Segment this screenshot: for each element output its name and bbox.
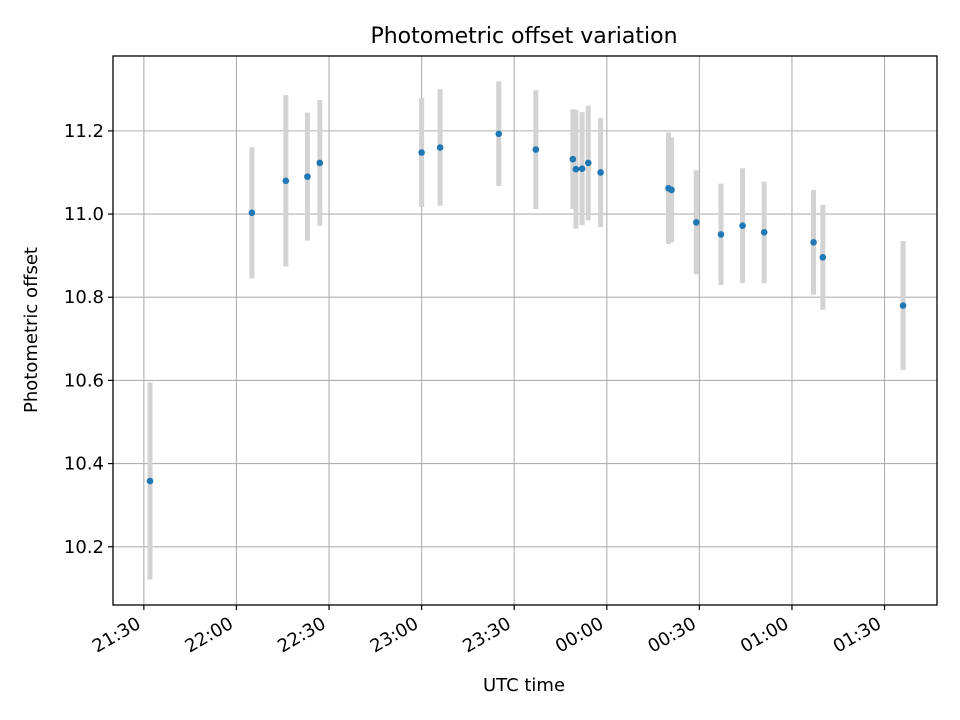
data-point xyxy=(819,253,827,261)
chart-title: Photometric offset variation xyxy=(370,24,677,49)
data-point xyxy=(495,130,503,138)
data-point xyxy=(597,169,604,176)
data-points xyxy=(146,130,907,485)
x-tick-label: 22:30 xyxy=(274,613,329,657)
data-point xyxy=(248,209,256,217)
x-axis-label: UTC time xyxy=(483,675,565,696)
y-axis-label: Photometric offset xyxy=(21,247,42,413)
data-point xyxy=(436,144,444,151)
x-axis-ticks: 21:30 22:00 22:30 23:00 23:30 00:00 00:30 01:00… xyxy=(89,605,886,657)
data-point xyxy=(282,177,290,185)
x-tick-label: 01:00 xyxy=(737,613,792,657)
x-tick-label: 21:30 xyxy=(89,613,144,657)
data-point xyxy=(532,146,540,153)
y-tick-label: 10.4 xyxy=(64,454,104,475)
data-point xyxy=(569,155,577,163)
y-axis-ticks: 10.2 10.4 10.6 10.8 11.0 11.2 xyxy=(64,121,113,558)
data-point xyxy=(584,159,592,167)
y-tick-label: 10.8 xyxy=(64,287,104,308)
x-tick-label: 01:30 xyxy=(830,613,885,657)
data-point xyxy=(304,173,311,180)
data-point xyxy=(418,149,425,156)
grid xyxy=(113,56,937,605)
data-point xyxy=(692,219,700,226)
data-point xyxy=(760,229,768,236)
x-tick-label: 22:00 xyxy=(182,613,237,657)
data-point xyxy=(578,165,586,173)
x-tick-label: 23:00 xyxy=(367,613,422,657)
x-tick-label: 23:30 xyxy=(459,613,514,657)
x-tick-label: 00:00 xyxy=(552,613,607,657)
data-point xyxy=(316,159,324,167)
data-point xyxy=(146,477,154,485)
y-tick-label: 11.0 xyxy=(64,204,104,225)
data-point xyxy=(572,165,580,173)
data-point xyxy=(717,231,725,238)
y-tick-label: 10.6 xyxy=(64,370,104,391)
data-point xyxy=(739,222,746,229)
plot-frame xyxy=(112,55,938,606)
y-tick-label: 10.2 xyxy=(64,537,104,558)
data-point xyxy=(810,239,817,246)
data-point xyxy=(668,186,675,194)
error-bars xyxy=(147,81,906,580)
data-point xyxy=(899,302,907,309)
y-tick-label: 11.2 xyxy=(64,121,104,142)
x-tick-label: 00:30 xyxy=(644,613,699,657)
